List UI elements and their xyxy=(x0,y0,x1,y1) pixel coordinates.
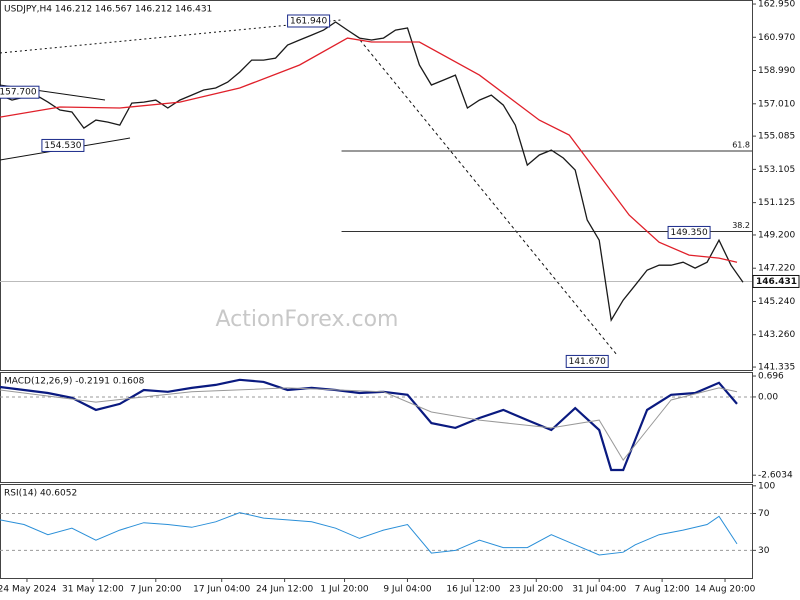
y-tick-label: 155.085 xyxy=(758,132,795,142)
annotation-label: 141.670 xyxy=(569,357,606,367)
y-tick-label: 149.200 xyxy=(758,230,795,240)
series-line xyxy=(0,37,738,263)
panel-title: MACD(12,26,9) -0.2191 0.1608 xyxy=(4,377,145,387)
x-tick-label: 24 Jun 12:00 xyxy=(256,585,313,595)
annotation-label: 154.530 xyxy=(44,141,81,151)
x-tick-label: 23 Jul 20:00 xyxy=(509,585,563,595)
annotation-label: 161.940 xyxy=(290,16,327,26)
y-tick-label: 157.010 xyxy=(758,99,795,109)
annotation-box xyxy=(41,138,85,152)
annotation-box xyxy=(0,85,40,99)
x-tick-label: 17 Jun 04:00 xyxy=(193,585,250,595)
x-tick-label: 24 May 2024 xyxy=(0,585,57,595)
annotation-box xyxy=(667,225,711,239)
y-tick-label: 153.105 xyxy=(758,165,795,175)
y-tick-label: 100 xyxy=(758,481,775,491)
y-tick-label: 143.260 xyxy=(758,330,795,340)
x-tick-label: 16 Jul 12:00 xyxy=(446,585,500,595)
x-tick-label: 1 Jul 20:00 xyxy=(320,585,369,595)
y-tick-label: 0.696 xyxy=(758,372,784,382)
annotation-label: 157.700 xyxy=(0,88,37,98)
x-tick-label: 31 Jul 04:00 xyxy=(572,585,626,595)
y-tick-label: 70 xyxy=(758,509,770,519)
series-line xyxy=(0,387,738,461)
series-line xyxy=(0,512,738,556)
y-tick-label: 151.125 xyxy=(758,198,795,208)
panel-title: RSI(14) 40.6052 xyxy=(4,489,77,499)
x-tick-label: 9 Jul 04:00 xyxy=(383,585,432,595)
fib-label: 61.8 xyxy=(732,140,750,149)
y-tick-label: -2.6034 xyxy=(758,471,793,481)
y-tick-label: 141.335 xyxy=(758,363,795,373)
y-tick-label: 162.950 xyxy=(758,0,795,10)
series-line xyxy=(0,21,744,322)
fib-label: 38.2 xyxy=(732,221,750,230)
y-tick-label: 147.220 xyxy=(758,264,795,274)
y-tick-label: 160.970 xyxy=(758,33,795,43)
annotation-label: 149.350 xyxy=(670,228,707,238)
y-tick-label: 30 xyxy=(758,546,770,556)
annotation-box xyxy=(287,14,331,28)
last-price-box xyxy=(752,274,800,288)
last-price-label: 146.431 xyxy=(756,277,797,287)
x-tick-label: 7 Aug 12:00 xyxy=(635,585,690,595)
panel-title: USDJPY,H4 146.212 146.567 146.212 146.43… xyxy=(4,5,212,15)
x-tick-label: 14 Aug 20:00 xyxy=(695,585,756,595)
panel-frames xyxy=(0,0,753,579)
watermark: ActionForex.com xyxy=(216,307,399,332)
x-tick-label: 31 May 12:00 xyxy=(62,585,124,595)
x-tick-label: 7 Jun 20:00 xyxy=(130,585,182,595)
y-tick-label: 158.990 xyxy=(758,66,795,76)
y-tick-label: 0.00 xyxy=(758,392,778,402)
annotation-box xyxy=(565,354,609,368)
y-tick-label: 145.240 xyxy=(758,297,795,307)
